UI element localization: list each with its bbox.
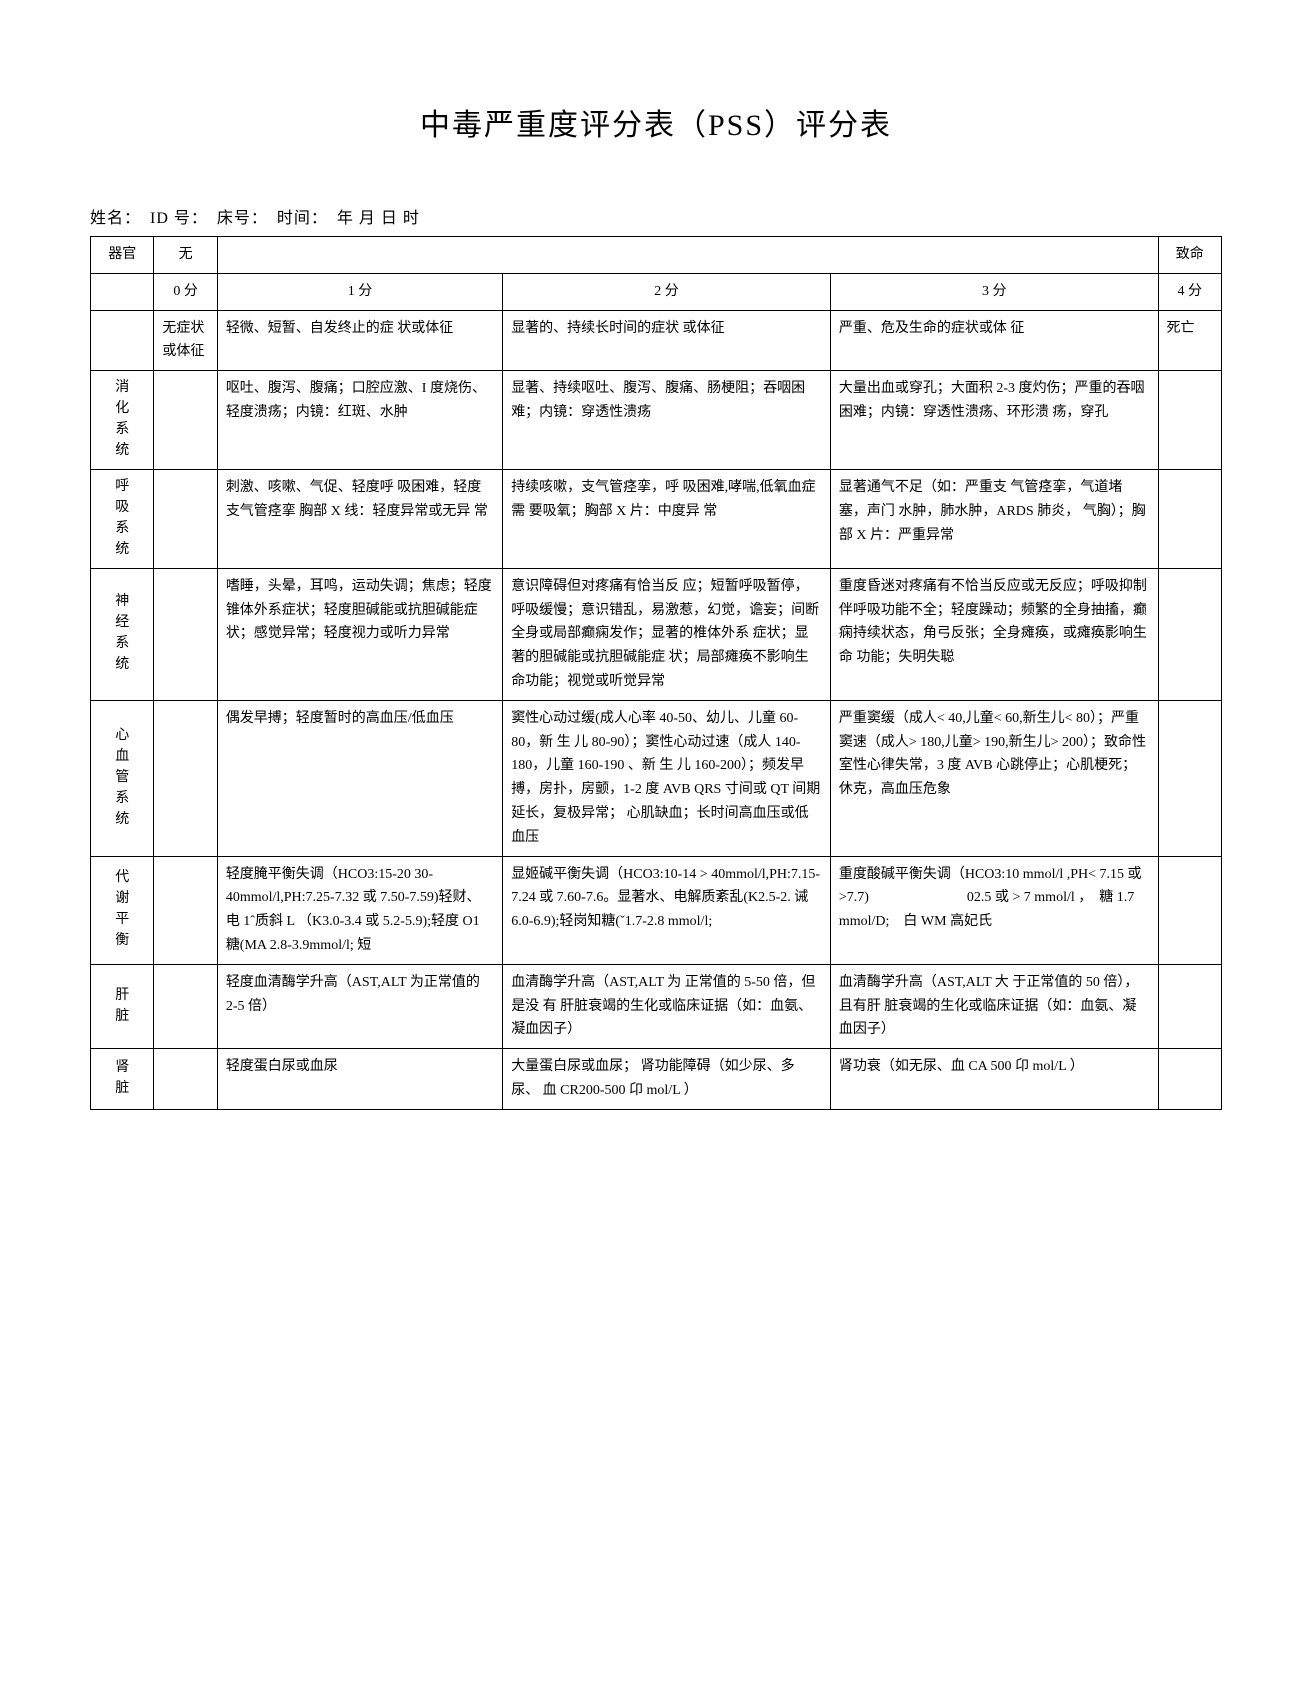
cardio-s4	[1158, 700, 1221, 856]
metabolic-label: 代谢平衡	[91, 856, 154, 964]
pss-score-table: 器官 无 致命 0 分 1 分 2 分 3 分 4 分 无症状或体征 轻微、短暂…	[90, 236, 1222, 1110]
kidney-s3: 肾功衰（如无尿、血 CA 500 卬 mol/L ）	[830, 1049, 1158, 1110]
score-1: 1 分	[217, 273, 502, 310]
header-row-1: 器官 无 致命	[91, 237, 1222, 274]
metabolic-s1: 轻度腌平衡失调（HCO3:15-20 30-40mmol/l,PH:7.25-7…	[217, 856, 502, 964]
general-s4: 死亡	[1158, 310, 1221, 371]
nervous-s4	[1158, 568, 1221, 700]
general-s3: 严重、危及生命的症状或体 征	[830, 310, 1158, 371]
liver-label: 肝脏	[91, 964, 154, 1048]
cardio-s1: 偶发早搏；轻度暂时的高血压/低血压	[217, 700, 502, 856]
header-fatal: 致命	[1158, 237, 1221, 274]
kidney-s2: 大量蛋白尿或血尿； 肾功能障碍（如少尿、多尿、 血 CR200-500 卬 mo…	[503, 1049, 831, 1110]
page-title: 中毒严重度评分表（PSS）评分表	[90, 100, 1222, 144]
header-row-2: 0 分 1 分 2 分 3 分 4 分	[91, 273, 1222, 310]
nervous-s3: 重度昏迷对疼痛有不恰当反应或无反应；呼吸抑制伴呼吸功能不全；轻度躁动；频繁的全身…	[830, 568, 1158, 700]
respiratory-s1: 刺激、咳嗽、气促、轻度呼 吸困难，轻度支气管痉挛 胸部 X 线：轻度异常或无异 …	[217, 469, 502, 568]
cardio-s3: 严重窦缓（成人< 40,儿童< 60,新生儿< 80）；严重窦速（成人> 180…	[830, 700, 1158, 856]
respiratory-s2: 持续咳嗽，支气管痉挛，呼 吸困难,哮喘,低氧血症需 要吸氧；胸部 X 片：中度异…	[503, 469, 831, 568]
metabolic-none	[154, 856, 217, 964]
nervous-label: 神经系统	[91, 568, 154, 700]
liver-row: 肝脏 轻度血清酶学升高（AST,ALT 为正常值的 2-5 倍） 血清酶学升高（…	[91, 964, 1222, 1048]
nervous-row: 神经系统 嗜睡，头晕，耳鸣，运动失调；焦虑；轻度锥体外系症状；轻度胆碱能或抗胆碱…	[91, 568, 1222, 700]
cardio-label: 心 血 管系统	[91, 700, 154, 856]
metabolic-s3: 重度酸碱平衡失调（HCO3:10 mmol/l ,PH< 7.15 或 >7.7…	[830, 856, 1158, 964]
score-2: 2 分	[503, 273, 831, 310]
patient-info-line: 姓名： ID 号： 床号： 时间： 年 月 日 时	[90, 204, 1222, 228]
cardio-row: 心 血 管系统 偶发早搏；轻度暂时的高血压/低血压 窦性心动过缓(成人心率 40…	[91, 700, 1222, 856]
score-4: 4 分	[1158, 273, 1221, 310]
kidney-label: 肾脏	[91, 1049, 154, 1110]
digestive-s3: 大量出血或穿孔；大面积 2-3 度灼伤；严重的吞咽困难；内镜：穿透性溃疡、环形溃…	[830, 371, 1158, 470]
general-s2: 显著的、持续长时间的症状 或体征	[503, 310, 831, 371]
nervous-s1: 嗜睡，头晕，耳鸣，运动失调；焦虑；轻度锥体外系症状；轻度胆碱能或抗胆碱能症状；感…	[217, 568, 502, 700]
liver-s4	[1158, 964, 1221, 1048]
respiratory-s3: 显著通气不足（如：严重支 气管痉挛，气道堵塞，声门 水肿，肺水肿，ARDS 肺炎…	[830, 469, 1158, 568]
general-s1: 轻微、短暂、自发终止的症 状或体征	[217, 310, 502, 371]
liver-none	[154, 964, 217, 1048]
general-none: 无症状或体征	[154, 310, 217, 371]
nervous-none	[154, 568, 217, 700]
digestive-s1: 呕吐、腹泻、腹痛；口腔应激、I 度烧伤、 轻度溃疡；内镜：红斑、水肿	[217, 371, 502, 470]
digestive-s4	[1158, 371, 1221, 470]
digestive-s2: 显著、持续呕吐、腹泻、腹痛、肠梗阻；吞咽困难；内镜：穿透性溃疡	[503, 371, 831, 470]
header-blank	[91, 273, 154, 310]
kidney-s4	[1158, 1049, 1221, 1110]
digestive-none	[154, 371, 217, 470]
header-mid-blank	[217, 237, 1158, 274]
cardio-none	[154, 700, 217, 856]
liver-s2: 血清酶学升高（AST,ALT 为 正常值的 5-50 倍，但是没 有 肝脏衰竭的…	[503, 964, 831, 1048]
digestive-row: 消化系统 呕吐、腹泻、腹痛；口腔应激、I 度烧伤、 轻度溃疡；内镜：红斑、水肿 …	[91, 371, 1222, 470]
score-3: 3 分	[830, 273, 1158, 310]
kidney-row: 肾脏 轻度蛋白尿或血尿 大量蛋白尿或血尿； 肾功能障碍（如少尿、多尿、 血 CR…	[91, 1049, 1222, 1110]
respiratory-none	[154, 469, 217, 568]
metabolic-row: 代谢平衡 轻度腌平衡失调（HCO3:15-20 30-40mmol/l,PH:7…	[91, 856, 1222, 964]
header-none: 无	[154, 237, 217, 274]
cardio-s2: 窦性心动过缓(成人心率 40-50、幼儿、儿童 60-80，新 生 儿 80-9…	[503, 700, 831, 856]
respiratory-label: 呼吸系统	[91, 469, 154, 568]
nervous-s2: 意识障碍但对疼痛有恰当反 应；短暂呼吸暂停，呼吸缓慢；意识错乱，易激惹，幻觉，谵…	[503, 568, 831, 700]
header-organ: 器官	[91, 237, 154, 274]
general-row: 无症状或体征 轻微、短暂、自发终止的症 状或体征 显著的、持续长时间的症状 或体…	[91, 310, 1222, 371]
metabolic-s4	[1158, 856, 1221, 964]
liver-s1: 轻度血清酶学升高（AST,ALT 为正常值的 2-5 倍）	[217, 964, 502, 1048]
kidney-none	[154, 1049, 217, 1110]
general-organ-blank	[91, 310, 154, 371]
liver-s3: 血清酶学升高（AST,ALT 大 于正常值的 50 倍），且有肝 脏衰竭的生化或…	[830, 964, 1158, 1048]
metabolic-s2: 显姬碱平衡失调（HCO3:10-14 > 40mmol/l,PH:7.15-7.…	[503, 856, 831, 964]
kidney-s1: 轻度蛋白尿或血尿	[217, 1049, 502, 1110]
digestive-label: 消化系统	[91, 371, 154, 470]
respiratory-row: 呼吸系统 刺激、咳嗽、气促、轻度呼 吸困难，轻度支气管痉挛 胸部 X 线：轻度异…	[91, 469, 1222, 568]
respiratory-s4	[1158, 469, 1221, 568]
score-0: 0 分	[154, 273, 217, 310]
